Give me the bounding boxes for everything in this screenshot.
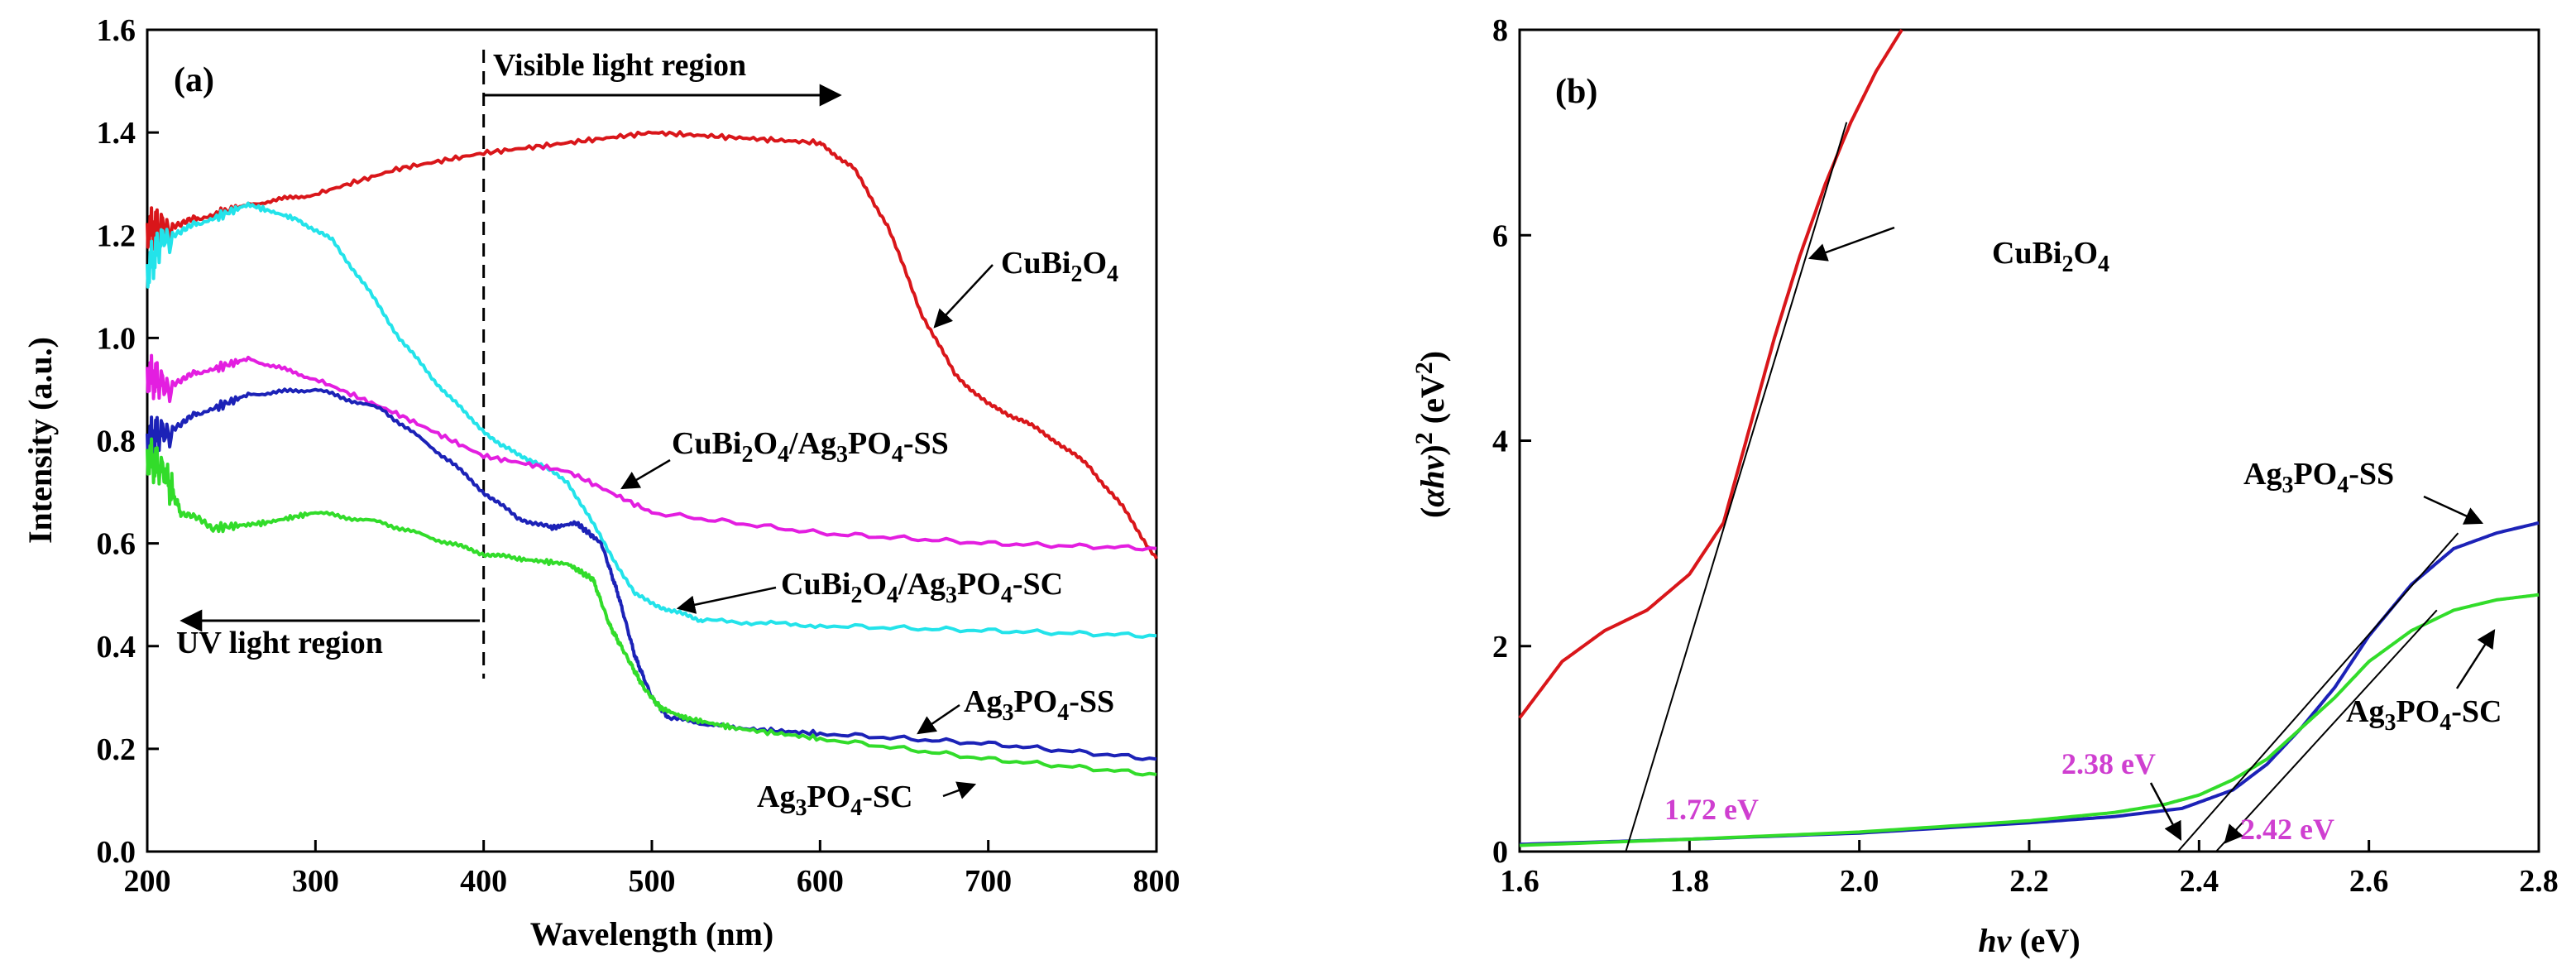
b-ytick-label: 4: [1492, 425, 1508, 459]
visible-region-label: Visible light region: [493, 48, 746, 83]
a-ytick-label: 1.6: [97, 13, 136, 48]
series-cubi2o4-ag3po4-ss: [146, 353, 1157, 552]
series-lines-a: [146, 130, 1158, 777]
b-ytick-label: 6: [1492, 218, 1508, 253]
a-xtick-label: 500: [629, 864, 676, 899]
arrow-cubi2o4-ag3po4-ss: [620, 458, 671, 490]
a-ytick-label: 0.2: [97, 732, 136, 767]
b-xtick-label: 2.6: [2349, 864, 2389, 899]
arrow-cubi2o4-b: [1808, 226, 1895, 262]
label-ag3po4-ss-a: Ag3PO4-SS: [964, 684, 1114, 726]
arrow-cubi2o4-a: [933, 264, 994, 329]
panel-b: 1.6 1.8 2.0 2.2 2.4 2.6 2.8 0 2 4 6 8 (b) CuBi2O4 A…: [1410, 13, 2559, 959]
b-ytick-label: 0: [1492, 835, 1508, 870]
panel-label-b: (b): [1555, 73, 1597, 111]
a-xtick-label: 300: [292, 864, 339, 899]
a-ytick-label: 0.8: [97, 425, 136, 459]
y-axis-title-a: Intensity (a.u.): [22, 337, 59, 544]
arrow-ag3po4-ss-b: [2423, 495, 2484, 525]
x-axis-title-a: Wavelength (nm): [530, 915, 773, 953]
a-ytick-label: 0.4: [97, 630, 136, 665]
a-ytick-label: 0.6: [97, 527, 136, 562]
label-ag3po4-sc-a: Ag3PO4-SC: [757, 780, 912, 821]
tangent-line-3: [2215, 609, 2438, 852]
b-xtick-label: 2.8: [2519, 864, 2559, 899]
a-xtick-label: 800: [1133, 864, 1180, 899]
a-xtick-label: 700: [965, 864, 1012, 899]
series-cubi2o4: [146, 130, 1158, 559]
label-cubi2o4-b: CuBi2O4: [1992, 236, 2109, 277]
arrow-ag3po4-sc-b: [2455, 629, 2496, 689]
band-gap-label-3: 2.42 eV: [2240, 813, 2334, 846]
label-cubi2o4-ag3po4-sc: CuBi2O4/Ag3PO4-SC: [781, 567, 1063, 608]
x-axis-title-b: hv (eV): [1978, 922, 2080, 959]
uv-region-label: UV light region: [176, 626, 383, 660]
a-xtick-label: 400: [460, 864, 507, 899]
label-cubi2o4-a: CuBi2O4: [1001, 246, 1118, 287]
arrow-ag3po4-sc-a: [942, 781, 977, 799]
a-ytick-label: 1.0: [97, 321, 136, 356]
band-gap-label-1: 1.72 eV: [1664, 793, 1759, 826]
b-ytick-label: 8: [1492, 13, 1508, 48]
b-xtick-label: 1.8: [1670, 864, 1710, 899]
series-ag3po4-sc: [146, 437, 1157, 777]
axis-ticks-a: 200 300 400 500 600 700 800 0.0 0.2 0.4 0.6 0.8 1.0 1…: [97, 13, 1180, 899]
panel-label-a: (a): [174, 61, 214, 99]
b-xtick-label: 2.4: [2180, 864, 2219, 899]
b-ytick-label: 2: [1492, 630, 1508, 665]
a-ytick-label: 1.2: [97, 218, 136, 253]
b-xtick-label: 2.2: [2009, 864, 2049, 899]
arrow-band-gap-3: [2224, 823, 2243, 844]
a-xtick-label: 600: [797, 864, 844, 899]
band-gap-label-2: 2.38 eV: [2061, 747, 2156, 780]
a-ytick-label: 1.4: [97, 116, 136, 151]
arrow-band-gap-2: [2149, 782, 2182, 841]
a-xtick-label: 200: [124, 864, 171, 899]
plot-frame-a: [146, 28, 1158, 853]
label-cubi2o4-ag3po4-ss: CuBi2O4/Ag3PO4-SS: [672, 426, 949, 468]
b-xtick-label: 2.0: [1840, 864, 1879, 899]
series-cubi2o4: [1518, 28, 1903, 719]
tangent-line-2: [2176, 532, 2459, 852]
y-axis-title-b: (αhv)2 (eV2): [1410, 351, 1451, 518]
label-ag3po4-sc-b: Ag3PO4-SC: [2346, 694, 2502, 736]
arrow-ag3po4-ss-a: [917, 703, 960, 735]
series-cubi2o4-ag3po4-sc: [146, 201, 1157, 639]
panel-a: 200 300 400 500 600 700 800 0.0 0.2 0.4 0.6 0.8 1.0 1…: [22, 13, 1180, 953]
a-ytick-label: 0.0: [97, 835, 136, 870]
axis-ticks-b: 1.6 1.8 2.0 2.2 2.4 2.6 2.8 0 2 4 6 8: [1492, 13, 2559, 899]
arrow-cubi2o4-ag3po4-sc: [676, 586, 777, 614]
tangent-line-1: [1625, 122, 1848, 852]
b-xtick-label: 1.6: [1500, 864, 1539, 899]
label-ag3po4-ss-b: Ag3PO4-SS: [2243, 457, 2394, 498]
